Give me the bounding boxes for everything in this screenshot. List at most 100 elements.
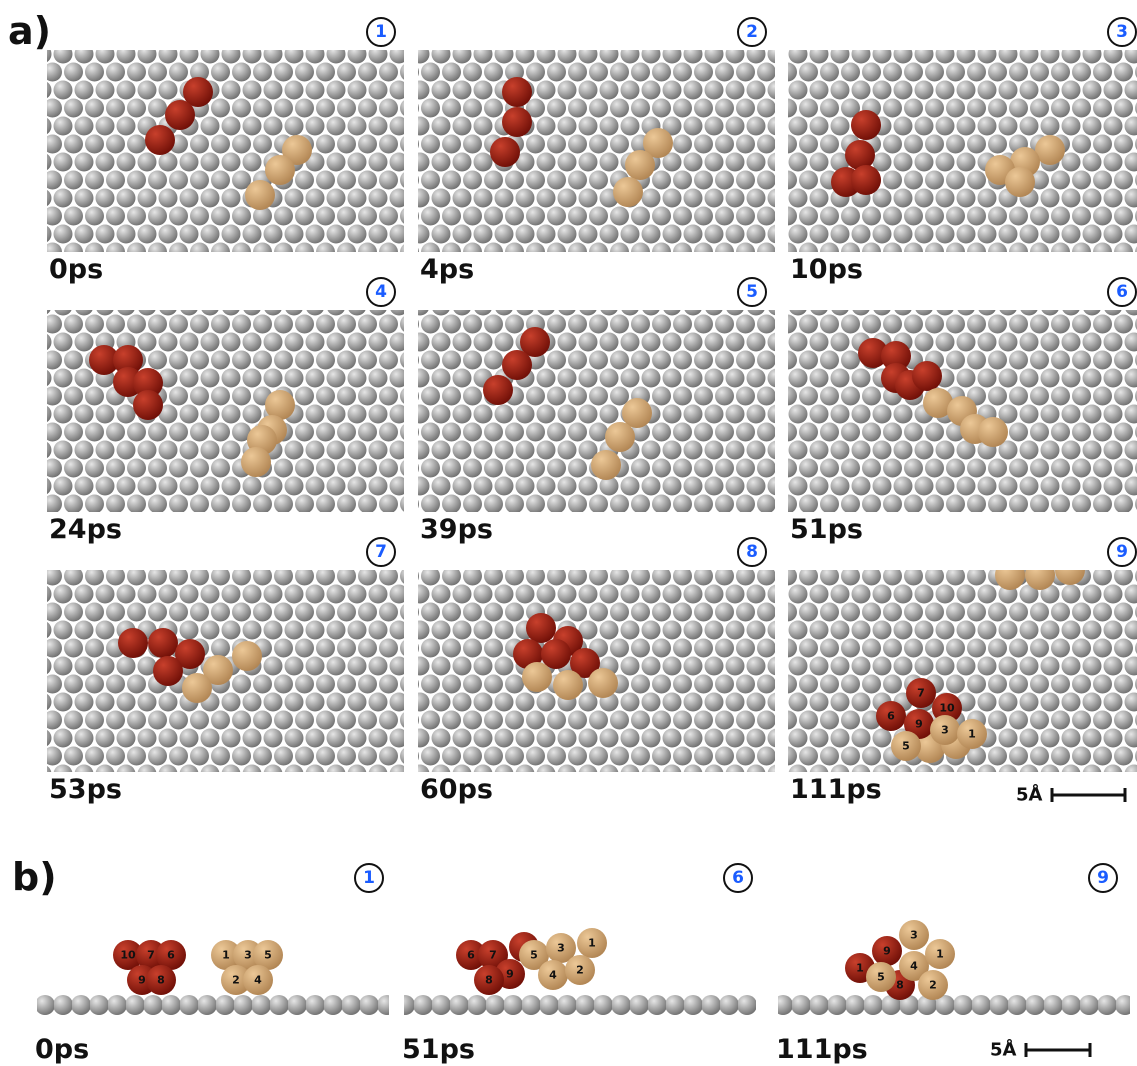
atom <box>577 928 607 958</box>
panel-number-badge <box>1107 537 1137 567</box>
panel-number: 5 <box>746 282 758 302</box>
atom <box>1025 570 1055 590</box>
atom-label: 1 <box>222 949 230 962</box>
atom <box>522 662 552 692</box>
atom <box>625 150 655 180</box>
atom-label: 3 <box>244 949 252 962</box>
atom <box>241 447 271 477</box>
panel-number-badge <box>366 17 396 47</box>
time-label: 0ps <box>49 254 103 285</box>
atom <box>490 137 520 167</box>
atom-label: 5 <box>902 740 910 753</box>
atom-label: 9 <box>915 718 923 731</box>
atom <box>456 940 486 970</box>
atom <box>925 939 955 969</box>
atom <box>113 940 143 970</box>
atom-label: 10 <box>120 949 136 962</box>
atom <box>282 135 312 165</box>
atom <box>932 693 962 723</box>
atom <box>904 709 934 739</box>
panel-number-badge <box>737 537 767 567</box>
atom-label: 6 <box>887 710 895 723</box>
atom <box>605 422 635 452</box>
atom-label: 10 <box>939 702 955 715</box>
atom-label: 1 <box>968 728 976 741</box>
atom <box>565 955 595 985</box>
atom <box>133 368 163 398</box>
atom <box>502 77 532 107</box>
time-label: 111ps <box>790 774 882 805</box>
atom <box>502 350 532 380</box>
time-label: 60ps <box>420 774 493 805</box>
atom <box>474 965 504 995</box>
atom <box>1035 135 1065 165</box>
figure-label: b) <box>12 855 57 899</box>
atom-label: 9 <box>138 974 146 987</box>
figure-label: a) <box>8 9 51 53</box>
time-label: 51ps <box>790 514 863 545</box>
atom <box>613 177 643 207</box>
atom <box>876 701 906 731</box>
panel-number: 8 <box>746 542 758 562</box>
atom <box>526 613 556 643</box>
atom <box>851 110 881 140</box>
atom <box>145 125 175 155</box>
panel-number: 9 <box>1097 868 1109 888</box>
atom <box>570 648 600 678</box>
panel-number: 3 <box>1116 22 1128 42</box>
atom <box>591 450 621 480</box>
panel-number: 7 <box>375 542 387 562</box>
atom-label: 5 <box>530 949 538 962</box>
atom <box>519 940 549 970</box>
atom-label: 7 <box>917 687 925 700</box>
atom-label: 2 <box>576 964 584 977</box>
atom <box>899 951 929 981</box>
atom-label: 4 <box>254 974 262 987</box>
atom-label: 7 <box>147 949 155 962</box>
atom <box>845 140 875 170</box>
atom <box>858 338 888 368</box>
atom <box>253 940 283 970</box>
atom <box>546 933 576 963</box>
surface-lattice <box>788 50 1137 252</box>
atom <box>243 965 273 995</box>
atom-label: 4 <box>549 969 557 982</box>
atom-label: 6 <box>167 949 175 962</box>
atom <box>851 165 881 195</box>
atom <box>232 641 262 671</box>
atom-label: 1 <box>588 937 596 950</box>
panel-number-badge <box>1107 17 1137 47</box>
atom <box>520 327 550 357</box>
panel-number-badge <box>737 17 767 47</box>
scale-bar-label: 5Å <box>990 1038 1017 1061</box>
atom-label: 1 <box>856 962 864 975</box>
surface-lattice <box>418 310 775 512</box>
atom-label: 1 <box>936 948 944 961</box>
panel-number-badge <box>1088 863 1118 893</box>
atom-label: 3 <box>941 724 949 737</box>
atom-label: 9 <box>506 968 514 981</box>
panel-number-badge <box>354 863 384 893</box>
atom <box>183 77 213 107</box>
atom <box>221 965 251 995</box>
atom-label: 2 <box>232 974 240 987</box>
panel-number: 1 <box>363 868 375 888</box>
panel-number-badge <box>737 277 767 307</box>
atom <box>265 390 295 420</box>
atom <box>148 628 178 658</box>
surface-side <box>404 995 756 1025</box>
atom <box>265 155 295 185</box>
panel-number: 6 <box>732 868 744 888</box>
panel-number: 4 <box>375 282 387 302</box>
atom-label: 8 <box>157 974 165 987</box>
atom <box>113 345 143 375</box>
surface-side <box>37 995 389 1025</box>
time-label: 111ps <box>776 1034 868 1065</box>
atom <box>957 719 987 749</box>
atom <box>622 398 652 428</box>
atom <box>553 670 583 700</box>
surface-lattice <box>418 50 775 252</box>
atom-label: 8 <box>896 979 904 992</box>
atom <box>891 731 921 761</box>
